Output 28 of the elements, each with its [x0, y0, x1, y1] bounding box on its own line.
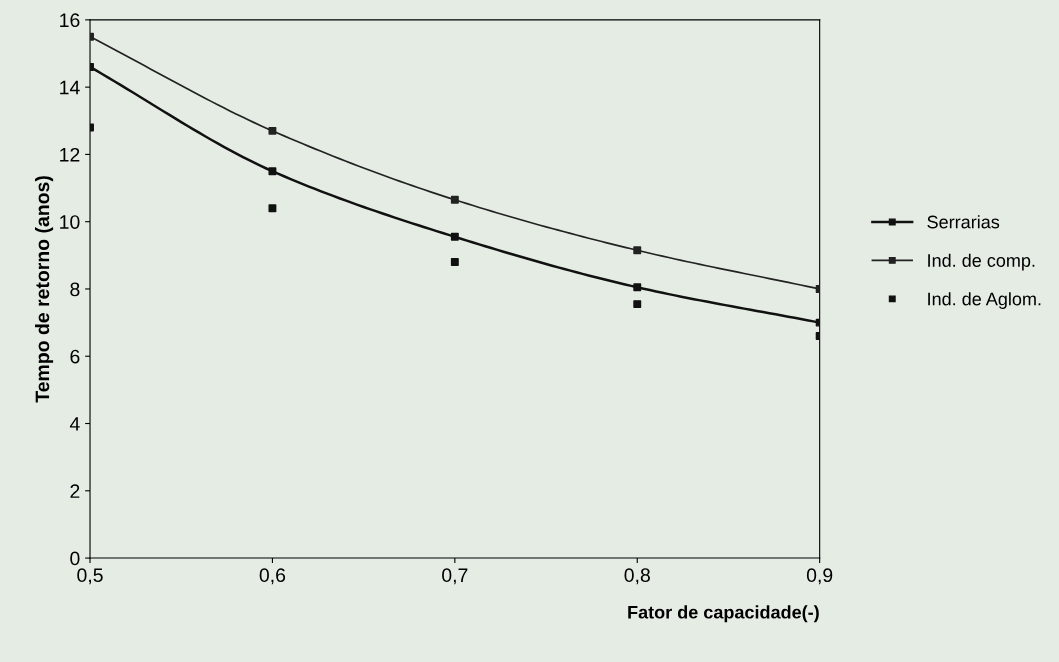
legend-label: Ind. de comp.	[928, 253, 1035, 271]
y-tick-label: 2	[70, 484, 80, 498]
y-tick-label: 10	[60, 215, 80, 229]
point	[633, 283, 642, 292]
y-tick-label: 8	[70, 282, 80, 297]
y-tick-label: 0	[70, 551, 80, 566]
point	[633, 246, 642, 255]
y-tick-label: 14	[60, 80, 80, 95]
legend-label: Serrarias	[927, 215, 1000, 229]
y-tick-label: 4	[69, 417, 80, 431]
y-tick-label: 16	[60, 13, 80, 28]
x-tick-label: 0,9	[806, 568, 833, 585]
point	[268, 126, 277, 135]
point	[268, 167, 277, 176]
x-tick-label: 0,6	[259, 568, 286, 585]
x-tick-label: 0,7	[442, 568, 468, 585]
x-tick-label: 0,5	[77, 568, 103, 585]
point	[450, 258, 459, 267]
point	[268, 204, 277, 213]
point	[633, 300, 642, 309]
y-axis-title: Tempo de retorno (anos)	[34, 176, 54, 403]
point	[450, 232, 459, 241]
y-tick-label: 6	[70, 349, 80, 364]
y-tick-label: 12	[60, 147, 80, 162]
point	[450, 195, 459, 204]
legend-label: Ind. de Aglom.	[928, 292, 1041, 309]
x-tick-label: 0,8	[624, 568, 650, 585]
x-axis-title: Fator de capacidade(-)	[628, 605, 819, 623]
